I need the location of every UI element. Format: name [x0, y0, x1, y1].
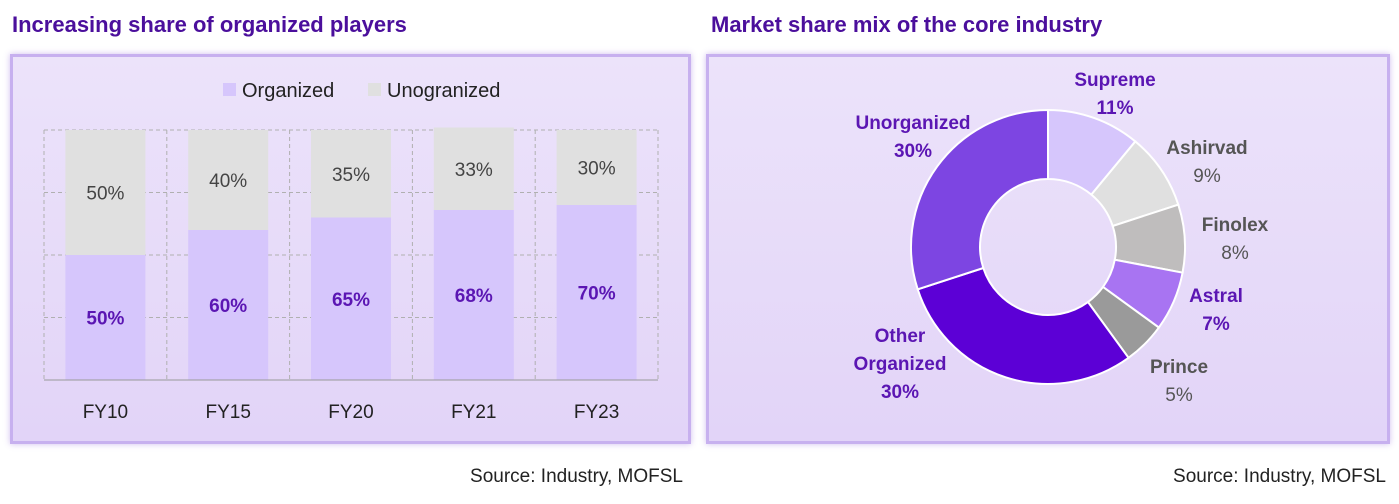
legend-swatch [368, 83, 381, 96]
donut-label: Other Organized [854, 326, 947, 375]
data-label-organized: 60% [209, 296, 247, 317]
legend-label: Organized [242, 80, 334, 102]
data-label-unorganized: 33% [455, 160, 493, 181]
data-label-unorganized: 50% [86, 184, 124, 205]
data-label-unorganized: 40% [209, 171, 247, 192]
data-label-unorganized: 35% [332, 165, 370, 186]
donut-chart-source: Source: Industry, MOFSL [1173, 466, 1386, 487]
donut-value-label: 5% [1165, 385, 1193, 406]
data-label-organized: 70% [578, 284, 616, 305]
legend-label: Unogranized [387, 80, 500, 102]
data-label-organized: 68% [455, 286, 493, 307]
donut-label: Finolex [1202, 215, 1269, 236]
donut-value-label: 8% [1221, 243, 1249, 264]
bar-unorganized [311, 130, 391, 218]
donut-label: Supreme [1074, 70, 1155, 91]
donut-value-label: 30% [881, 382, 919, 403]
x-tick-label: FY20 [328, 402, 373, 423]
donut-label: Ashirvad [1166, 138, 1247, 159]
donut-value-label: 7% [1202, 314, 1230, 335]
donut-slice-unorganized [910, 108, 1049, 291]
x-tick-label: FY10 [83, 402, 128, 423]
donut-label: Unorganized [855, 113, 970, 134]
donut-slice-other-organized [916, 266, 1130, 386]
bar-organized [311, 217, 391, 380]
x-tick-label: FY21 [451, 402, 496, 423]
bar-organized [65, 255, 146, 380]
bar-organized [188, 230, 269, 380]
bar-unorganized [65, 130, 146, 255]
bar-organized [433, 210, 514, 380]
donut-value-label: 9% [1193, 166, 1221, 187]
donut-label: Prince [1150, 357, 1208, 378]
donut-label: Astral [1189, 286, 1243, 307]
bar-organized [556, 205, 637, 380]
data-label-organized: 65% [332, 290, 370, 311]
x-tick-label: FY23 [574, 402, 619, 423]
data-label-unorganized: 30% [578, 159, 616, 180]
x-tick-label: FY15 [205, 402, 250, 423]
legend-swatch [223, 83, 236, 96]
bar-unorganized [556, 130, 637, 205]
data-label-organized: 50% [86, 309, 124, 330]
donut-value-label: 11% [1097, 98, 1134, 119]
donut-value-label: 30% [894, 141, 932, 162]
bar-chart-title: Increasing share of organized players [12, 12, 407, 37]
donut-chart-title: Market share mix of the core industry [711, 12, 1103, 37]
bar-unorganized [188, 130, 269, 230]
bar-chart-source: Source: Industry, MOFSL [470, 466, 683, 487]
bar-unorganized [433, 127, 514, 210]
